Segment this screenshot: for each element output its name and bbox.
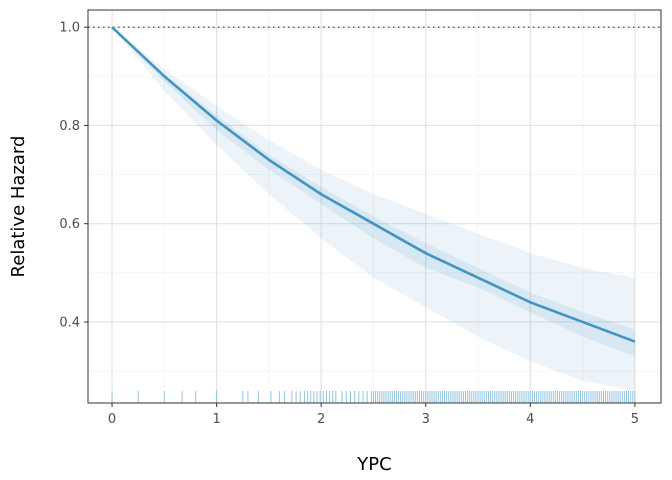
x-tick-label: 0 [108, 412, 116, 427]
x-axis-title: YPC [356, 454, 391, 475]
major-gridlines [88, 10, 661, 403]
confidence-bands [112, 27, 635, 391]
confidence-band-2 [112, 27, 635, 391]
x-tick-label: 4 [526, 412, 534, 427]
y-tick-label: 0.8 [59, 119, 80, 134]
x-axis-ticks: 0 1 2 3 4 5 [108, 403, 639, 427]
x-tick-label: 2 [317, 412, 325, 427]
y-tick-label: 1.0 [59, 21, 80, 36]
x-tick-label: 3 [422, 412, 430, 427]
y-axis-title: Relative Hazard [8, 136, 29, 278]
confidence-band-1 [112, 27, 635, 357]
rug-marks [111, 391, 636, 403]
plot-border [87, 9, 662, 404]
y-tick-label: 0.4 [59, 315, 80, 330]
plot-background [88, 10, 661, 403]
minor-gridlines [88, 10, 661, 403]
x-tick-label: 5 [631, 412, 639, 427]
y-axis-ticks: 0.4 0.6 0.8 1.0 [59, 21, 88, 330]
x-tick-label: 1 [212, 412, 220, 427]
y-tick-label: 0.6 [59, 217, 80, 232]
hazard-curve [111, 26, 636, 343]
